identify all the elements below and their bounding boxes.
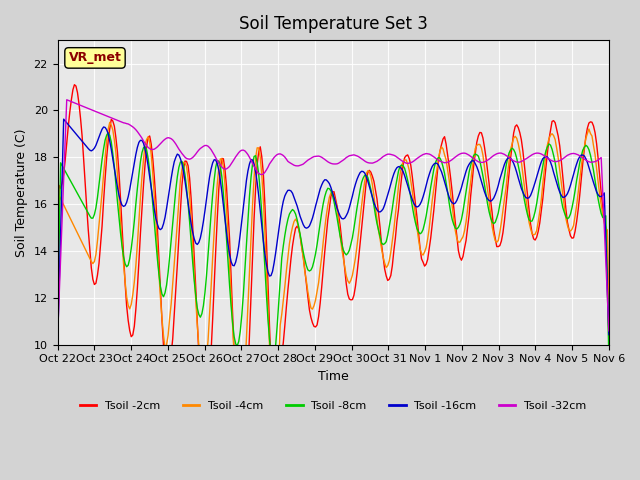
- Tsoil -16cm: [238, 217, 246, 223]
- Tsoil -4cm: [106, 120, 113, 125]
- Tsoil -2cm: [577, 176, 585, 182]
- Tsoil -4cm: [238, 402, 246, 408]
- Tsoil -8cm: [298, 240, 305, 246]
- Line: Tsoil -8cm: Tsoil -8cm: [58, 133, 609, 361]
- Tsoil -16cm: [605, 332, 612, 337]
- Tsoil -2cm: [247, 291, 255, 297]
- Tsoil -8cm: [238, 312, 246, 318]
- Tsoil -16cm: [60, 116, 67, 122]
- Tsoil -32cm: [576, 153, 584, 159]
- Tsoil -8cm: [605, 356, 612, 361]
- Tsoil -2cm: [238, 457, 246, 463]
- Tsoil -8cm: [577, 153, 585, 159]
- Tsoil -4cm: [247, 235, 255, 240]
- Tsoil -16cm: [220, 202, 227, 208]
- Tsoil -4cm: [220, 165, 227, 170]
- Tsoil -32cm: [296, 162, 304, 168]
- Tsoil -32cm: [54, 336, 61, 341]
- Line: Tsoil -16cm: Tsoil -16cm: [58, 119, 609, 347]
- Tsoil -16cm: [576, 154, 584, 160]
- Line: Tsoil -2cm: Tsoil -2cm: [58, 84, 609, 468]
- Tsoil -8cm: [220, 191, 227, 197]
- Tsoil -4cm: [605, 344, 612, 349]
- Tsoil -32cm: [63, 97, 70, 103]
- Tsoil -16cm: [123, 199, 131, 205]
- Tsoil -8cm: [123, 264, 131, 270]
- Tsoil -16cm: [296, 214, 304, 219]
- Tsoil -32cm: [605, 328, 612, 334]
- Tsoil -4cm: [298, 244, 305, 250]
- Tsoil -8cm: [54, 324, 61, 330]
- Tsoil -2cm: [272, 466, 280, 471]
- X-axis label: Time: Time: [318, 370, 349, 383]
- Tsoil -2cm: [605, 348, 612, 354]
- Tsoil -2cm: [54, 312, 61, 318]
- Tsoil -16cm: [247, 156, 255, 162]
- Tsoil -32cm: [247, 157, 255, 163]
- Tsoil -2cm: [298, 244, 305, 250]
- Tsoil -8cm: [269, 359, 276, 364]
- Line: Tsoil -4cm: Tsoil -4cm: [58, 122, 609, 431]
- Tsoil -4cm: [54, 319, 61, 325]
- Tsoil -32cm: [123, 121, 131, 127]
- Tsoil -2cm: [123, 303, 131, 309]
- Legend: Tsoil -2cm, Tsoil -4cm, Tsoil -8cm, Tsoil -16cm, Tsoil -32cm: Tsoil -2cm, Tsoil -4cm, Tsoil -8cm, Tsoi…: [76, 396, 591, 415]
- Line: Tsoil -32cm: Tsoil -32cm: [58, 100, 609, 338]
- Tsoil -4cm: [272, 428, 280, 434]
- Tsoil -4cm: [123, 294, 131, 300]
- Tsoil -32cm: [220, 166, 227, 171]
- Tsoil -4cm: [577, 164, 585, 169]
- Title: Soil Temperature Set 3: Soil Temperature Set 3: [239, 15, 428, 33]
- Tsoil -8cm: [247, 174, 255, 180]
- Y-axis label: Soil Temperature (C): Soil Temperature (C): [15, 128, 28, 257]
- Tsoil -8cm: [104, 130, 112, 136]
- Tsoil -32cm: [238, 147, 246, 153]
- Tsoil -16cm: [54, 344, 61, 350]
- Text: VR_met: VR_met: [68, 51, 122, 64]
- Tsoil -2cm: [70, 82, 78, 87]
- Tsoil -2cm: [220, 156, 227, 162]
